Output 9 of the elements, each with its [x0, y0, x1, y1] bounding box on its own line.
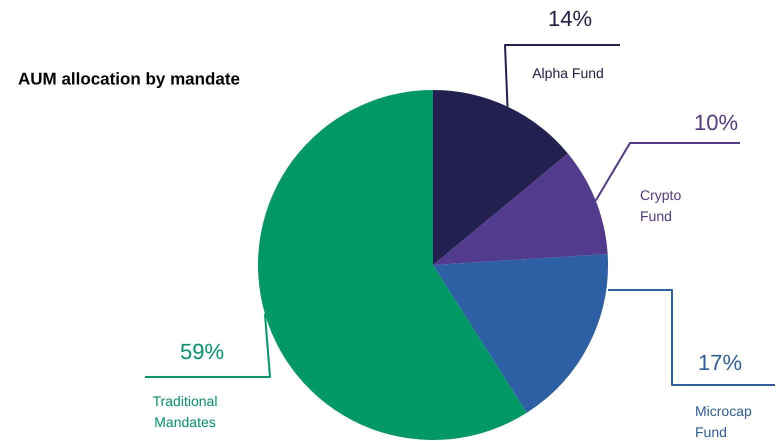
data-label: 14% — [548, 6, 592, 32]
slice-label: Alpha Fund — [532, 64, 604, 81]
text: AUM allocation by mandate — [18, 70, 240, 89]
slice-label: Crypto Fund — [640, 186, 682, 224]
slice-label: Microcap Fund — [695, 402, 752, 440]
data-label: 17% — [698, 350, 742, 376]
slice-label: Traditional Mandates — [152, 392, 218, 430]
data-label: 59% — [180, 339, 224, 364]
data-label: 10% — [694, 110, 738, 136]
